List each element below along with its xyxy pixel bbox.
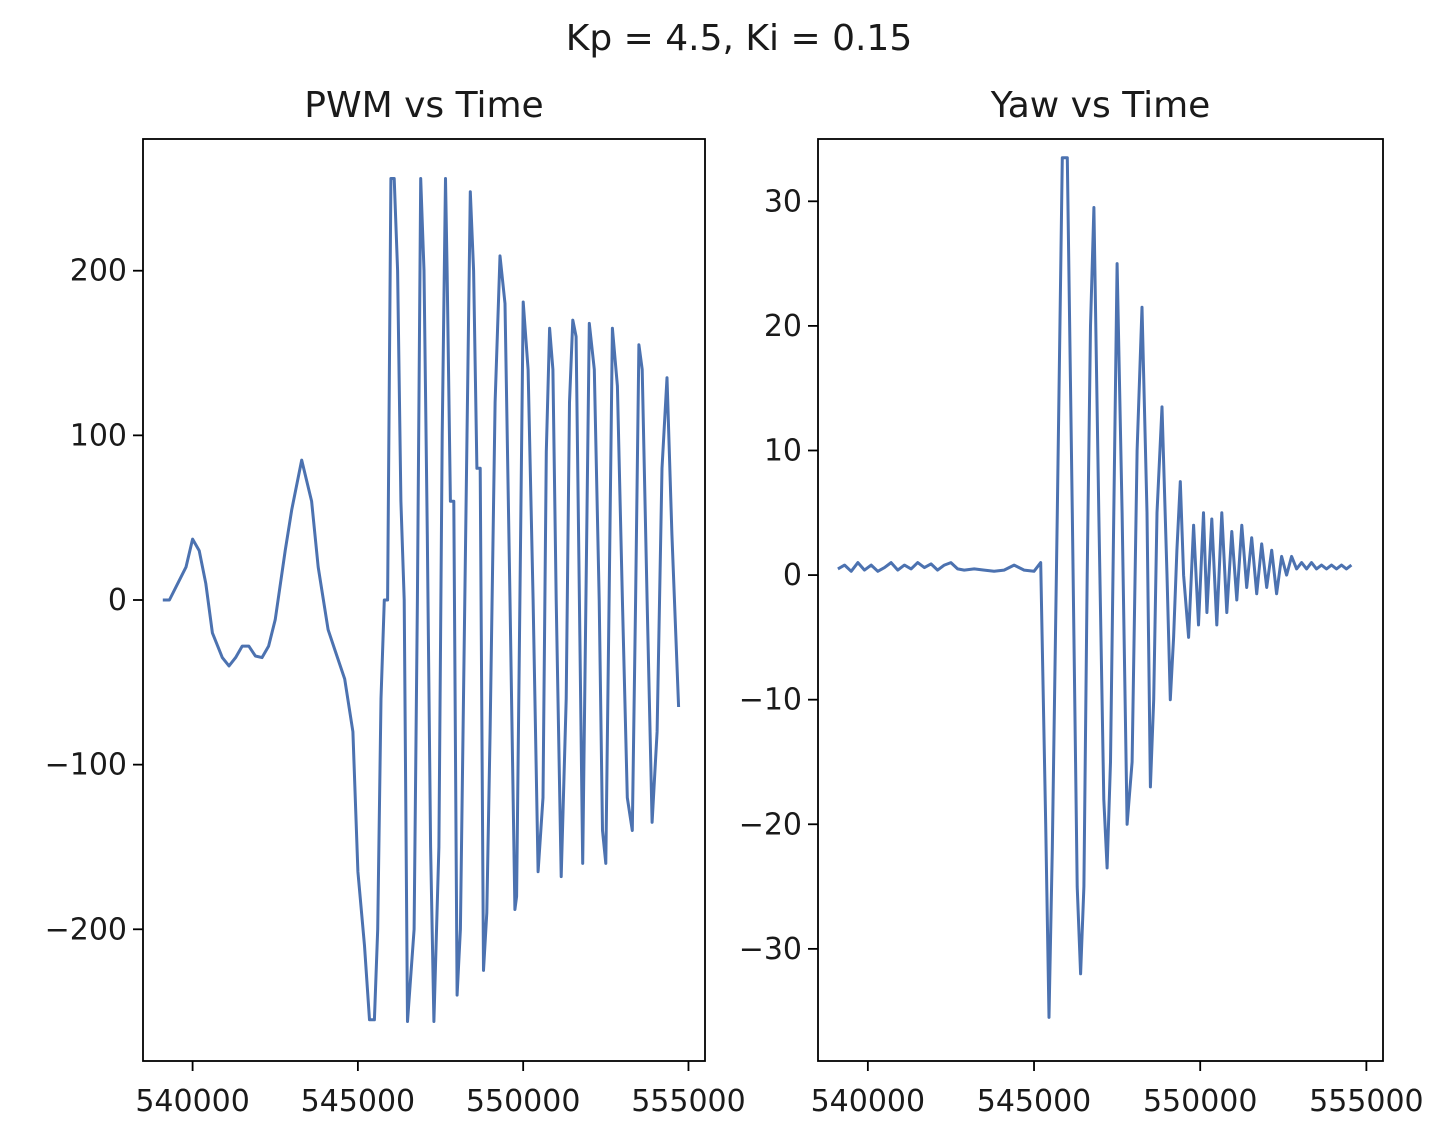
x-tick-label: 555000 [631,1084,746,1119]
subplot-1: PWM vs Time 540000 545000 550000 555000 −200 −… [45,85,746,1119]
x-tick-label: 555000 [1309,1084,1424,1119]
x-tick-label: 545000 [977,1084,1092,1119]
y-tick-label: −20 [739,807,802,842]
subplot-2: Yaw vs Time 540000 545000 550000 555000 −30 −2… [739,85,1424,1119]
y-tick-label: 0 [783,558,802,593]
x-tick-label: 550000 [466,1084,581,1119]
y-tick-label: −100 [45,748,127,783]
series-line [162,177,681,1023]
y-tick-label: 200 [70,254,127,289]
plot-frame [817,138,1384,1062]
y-tick-label: −200 [45,912,127,947]
x-tick-label: 540000 [135,1084,250,1119]
subplot-title: PWM vs Time [304,85,543,126]
figure-suptitle: Kp = 4.5, Ki = 0.15 [566,18,912,59]
x-tick-label: 550000 [1143,1084,1258,1119]
y-tick-label: 10 [764,433,802,468]
y-tick-label: −30 [739,932,802,967]
y-tick-label: 30 [764,184,802,219]
x-tick-label: 545000 [301,1084,416,1119]
y-tick-label: 0 [108,583,127,618]
y-tick-label: 100 [70,418,127,453]
y-tick-label: −10 [739,683,802,718]
x-tick-label: 540000 [811,1084,926,1119]
series-line [837,156,1353,1019]
subplot-title: Yaw vs Time [990,85,1211,126]
y-tick-label: 20 [764,309,802,344]
